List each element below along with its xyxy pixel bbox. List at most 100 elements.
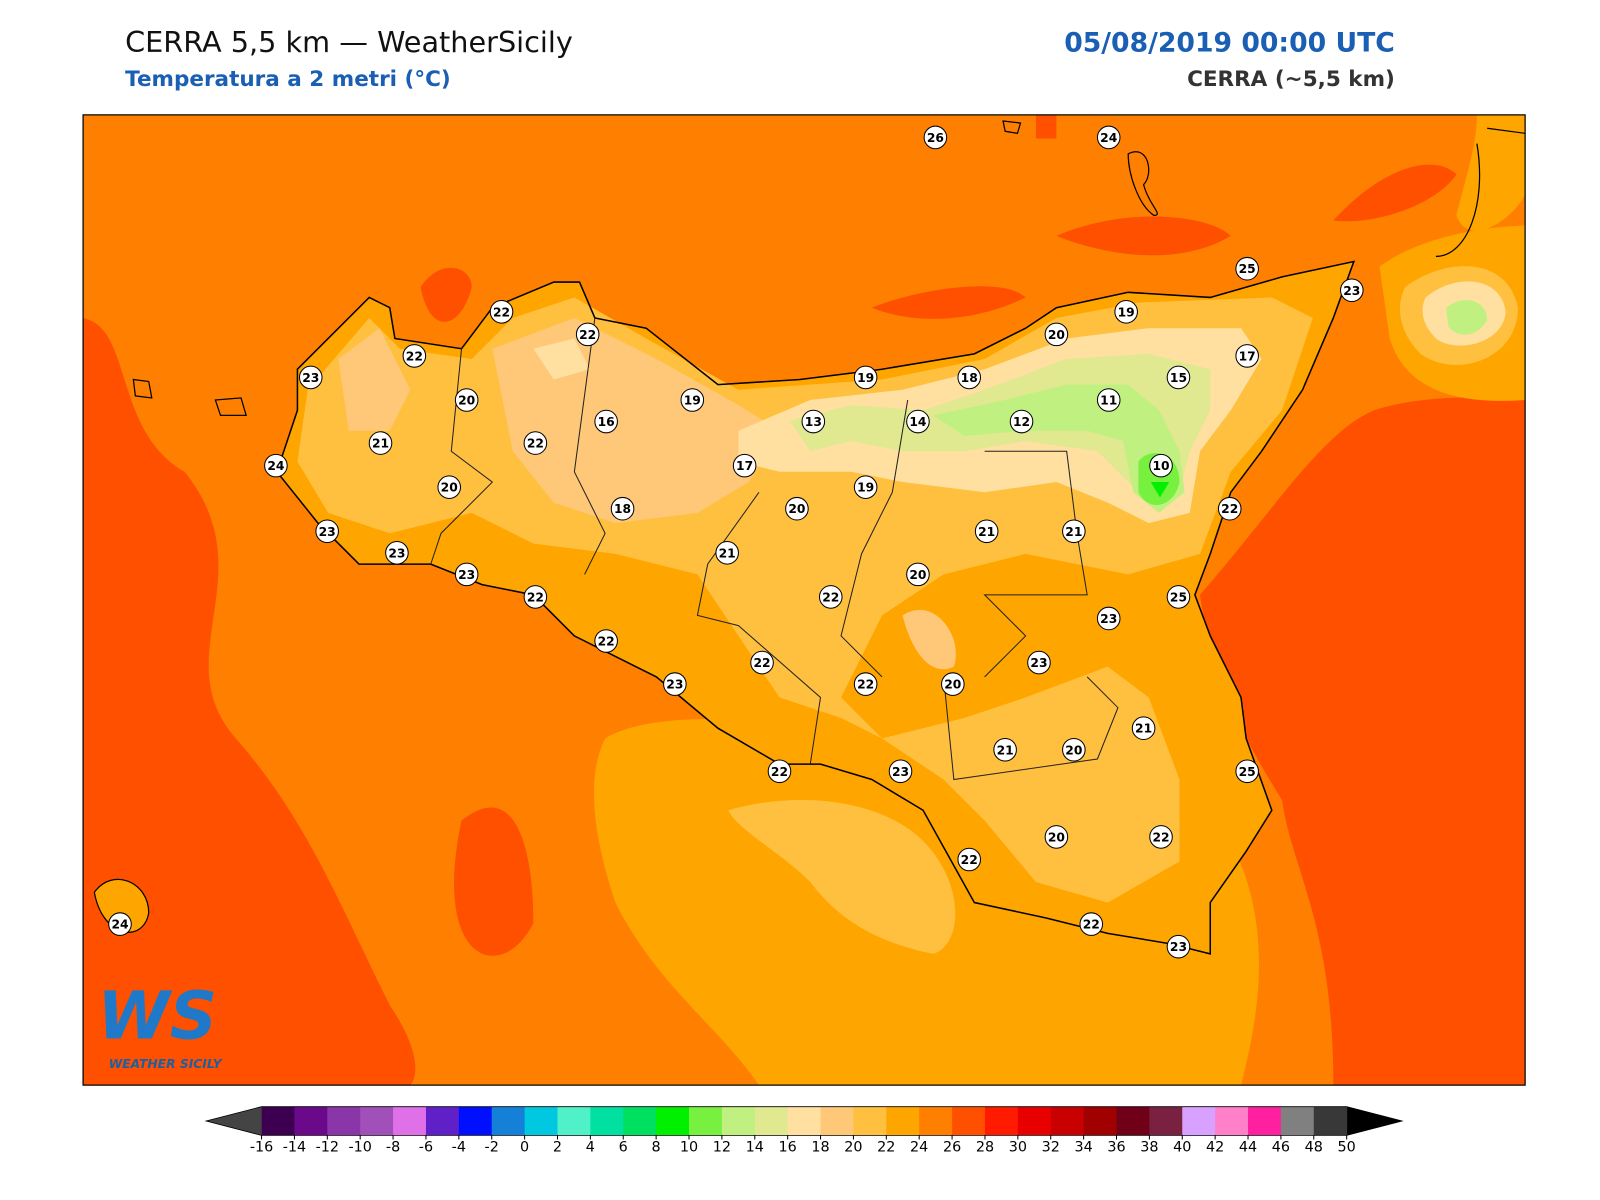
station-marker [264,453,288,478]
station-value: 19 [857,371,874,385]
station-value: 18 [961,371,978,385]
station-marker [1027,650,1051,675]
station-marker [1044,825,1069,849]
colorbar-swatch [1313,1106,1348,1136]
station-value: 25 [1239,262,1256,276]
station-marker [750,650,774,675]
colorbar-tick-label: 10 [680,1140,698,1156]
station-value: 23 [1030,656,1047,670]
station-marker [575,322,600,347]
colorbar-swatch [1215,1106,1249,1136]
colorbar-swatch [853,1106,887,1136]
station-marker [888,759,913,784]
station-value: 19 [1118,305,1135,319]
station-value: 21 [978,525,995,539]
station-value: 16 [598,415,615,429]
colorbar-tick-label: -8 [386,1140,400,1156]
station-marker [1166,585,1191,609]
logo-caption: WEATHER SICILY [109,1057,223,1071]
station-marker [523,585,548,609]
station-value: 19 [857,481,874,495]
colorbar-tick-label: 28 [976,1140,994,1156]
station-marker [594,629,618,653]
colorbar-swatch [1017,1106,1052,1136]
colorbar-tick-label: 8 [652,1140,661,1156]
colorbar-tick-label: 30 [1009,1140,1027,1156]
date: 05/08/2019 00:00 UTC [1064,28,1395,59]
colorbar-tick-label: 18 [811,1140,829,1156]
colorbar-swatch [623,1106,657,1136]
station-value: 23 [302,371,319,385]
station-value: 18 [614,502,631,516]
station-value: 22 [857,678,874,692]
colorbar-swatch [393,1106,427,1136]
colorbar-swatch [327,1106,361,1136]
cold-land [1150,482,1170,498]
station-value: 23 [458,568,475,582]
colorbar-tick-label: 6 [619,1140,628,1156]
station-value: 10 [1152,459,1169,473]
colorbar-tick-label: 2 [553,1140,562,1156]
station-marker [801,409,826,434]
station-marker [1235,759,1259,784]
title: CERRA 5,5 km — WeatherSicily [125,25,573,59]
coastline [276,260,1356,955]
colorbar-tick-label: 26 [943,1140,961,1156]
station-marker [610,496,635,521]
colorbar-tick-label: -6 [419,1140,433,1156]
station-value: 23 [388,546,405,560]
station-marker [732,453,757,478]
station-marker [1235,256,1259,281]
station-marker [1131,716,1156,740]
station-value: 22 [493,305,510,319]
station-value: 22 [1152,830,1169,844]
station-marker [957,365,982,390]
logo-mark: WS [97,979,217,1055]
station-marker [315,519,339,544]
colorbar-swatch [820,1106,854,1136]
station-marker [1062,519,1086,544]
warm-sea [1200,397,1526,1086]
colorbar-swatch [491,1106,526,1136]
station-marker [368,431,393,455]
colorbar-tick-label: 24 [910,1140,928,1156]
station-value: 14 [909,415,926,429]
station-marker [1044,322,1069,347]
colorbar-swatch [721,1106,756,1136]
station-marker [1166,934,1191,959]
station-value: 23 [1343,284,1360,298]
station-value: 23 [1170,940,1187,954]
station-marker [298,365,323,390]
colorbar-swatch [1182,1106,1216,1136]
model: CERRA (~5,5 km) [1187,67,1395,92]
station-value: 25 [1239,765,1256,779]
station-value: 20 [944,678,961,692]
station-marker [385,541,409,565]
station-marker [1149,453,1173,478]
station-value: 24 [111,918,128,932]
colorbar-over [1346,1106,1403,1136]
station-marker [1217,496,1242,521]
station-value: 22 [771,765,788,779]
station-marker [1339,278,1364,303]
colorbar-tick-label: 44 [1239,1140,1257,1156]
station-marker [1062,737,1086,762]
station-value: 20 [909,568,926,582]
island [94,879,149,933]
colorbar-swatch [886,1106,920,1136]
station-marker [680,388,705,412]
subtitle: Temperatura a 2 metri (°C) [125,67,451,92]
station-marker [1096,606,1121,631]
station-value: 12 [1013,415,1030,429]
station-value: 20 [441,481,458,495]
station-marker [108,912,132,936]
mild-sea [728,800,956,954]
colorbar-tick-label: 16 [779,1140,797,1156]
colorbar-tick-label: -10 [348,1140,371,1156]
colorbar-tick-label: -14 [283,1140,306,1156]
station-marker [923,125,948,150]
colorbar-tick-label: 34 [1074,1140,1092,1156]
station-marker [767,759,792,784]
